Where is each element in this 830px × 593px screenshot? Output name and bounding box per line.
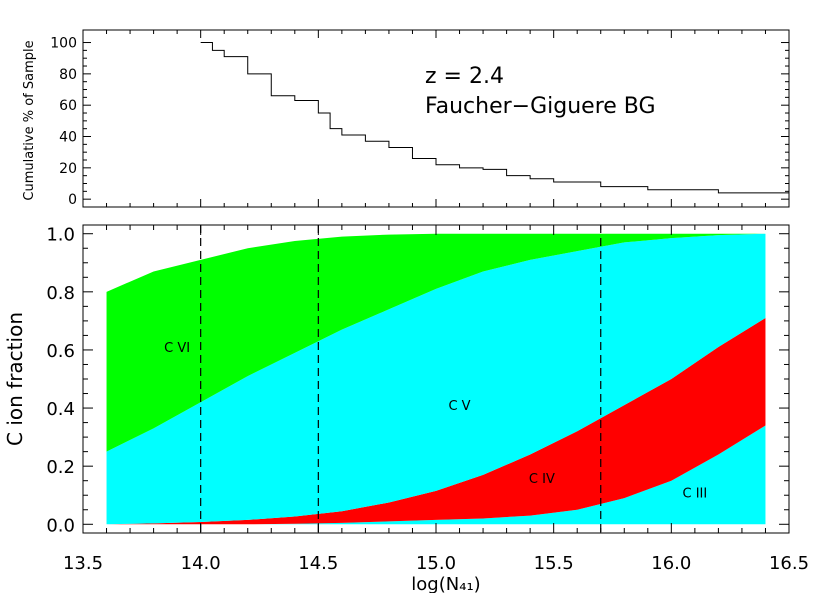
ion-fraction-y-tick-label: 0.4 xyxy=(46,399,75,420)
ion-fraction-panel-ticks: 0.0 0.2 0.4 0.6 0.8 1.0 13.5 14.0 14.5 15.0 15.5 16… xyxy=(46,225,809,574)
cumulative-y-tick-label: 100 xyxy=(50,36,77,52)
x-tick-label: 13.5 xyxy=(63,553,103,574)
ion-fraction-y-tick-label: 0.6 xyxy=(46,341,75,362)
redshift-annotation: z = 2.4 xyxy=(425,64,504,89)
ion-fraction-y-tick-label: 0.0 xyxy=(46,515,75,536)
ion-fraction-areas xyxy=(106,233,766,525)
cumulative-panel-ticks: 0 20 40 60 80 100 xyxy=(50,30,790,208)
cumulative-y-tick-label: 80 xyxy=(59,67,77,83)
cumulative-y-axis-label: Cumulative % of Sample xyxy=(22,40,37,200)
x-tick-label: 14.0 xyxy=(181,553,221,574)
c-iii-area xyxy=(106,425,766,525)
x-axis-label: log(N₄₁) xyxy=(411,574,480,593)
x-tick-label: 16.5 xyxy=(769,553,809,574)
ion-fraction-y-axis-label: C ion fraction xyxy=(3,312,27,446)
ion-fraction-y-tick-label: 0.2 xyxy=(46,457,75,478)
ion-series-label: C V xyxy=(448,399,470,414)
cumulative-panel: 0 20 40 60 80 100 Cumulative % of Sample z = … xyxy=(22,29,790,208)
x-tick-label: 15.0 xyxy=(416,553,456,574)
x-tick-label: 15.5 xyxy=(534,553,574,574)
cumulative-y-tick-label: 60 xyxy=(59,98,77,114)
ion-fraction-y-tick-label: 0.8 xyxy=(46,283,75,304)
cumulative-line xyxy=(200,42,790,198)
background-annotation: Faucher−Giguere BG xyxy=(425,94,656,119)
x-tick-label: 14.5 xyxy=(298,553,338,574)
cumulative-y-tick-label: 40 xyxy=(59,130,77,146)
c-vi-area xyxy=(106,233,766,452)
ion-series-label: C IV xyxy=(529,472,555,487)
cumulative-y-tick-label: 0 xyxy=(68,192,77,208)
ion-fraction-panel: 0.0 0.2 0.4 0.6 0.8 1.0 13.5 14.0 14.5 15.0 15.5 16… xyxy=(3,224,809,593)
ion-series-label: C VI xyxy=(164,341,190,356)
ion-area-labels: C III C IV C V C VI xyxy=(164,341,707,501)
ion-fraction-y-tick-label: 1.0 xyxy=(46,225,75,246)
ion-series-label: C III xyxy=(683,486,708,501)
cumulative-y-tick-label: 20 xyxy=(59,161,77,177)
x-tick-label: 16.0 xyxy=(651,553,691,574)
